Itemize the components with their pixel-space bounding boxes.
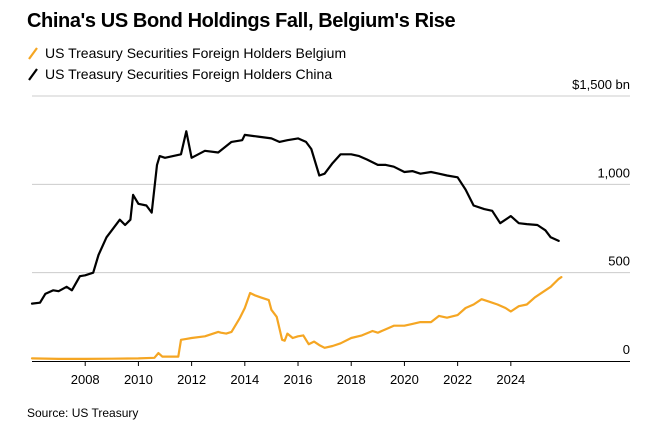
series-line-china	[30, 130, 560, 305]
x-tick-label-0: 2008	[71, 372, 100, 387]
y-tick-label-1: 500	[608, 254, 630, 269]
legend-label-belgium: US Treasury Securities Foreign Holders B…	[45, 44, 347, 61]
line-chart: 0 500 1,000 $1,500 bn 2008 2010 2012 2014 2016 20…	[30, 77, 630, 387]
y-tick-label-2: 1,000	[597, 165, 630, 180]
source-note: Source: US Treasury	[27, 406, 139, 420]
chart-title: China's US Bond Holdings Fall, Belgium's…	[27, 10, 456, 32]
y-tick-label-0: 0	[623, 342, 630, 357]
legend: US Treasury Securities Foreign Holders B…	[27, 42, 346, 84]
legend-swatch-belgium	[28, 46, 38, 60]
x-tick-label-7: 2022	[443, 372, 472, 387]
legend-item-china: US Treasury Securities Foreign Holders C…	[27, 63, 346, 84]
x-tick-label-5: 2018	[337, 372, 366, 387]
legend-item-belgium: US Treasury Securities Foreign Holders B…	[27, 42, 346, 63]
x-tick-label-1: 2010	[124, 372, 153, 387]
legend-label-china: US Treasury Securities Foreign Holders C…	[45, 65, 333, 82]
x-tick-label-2: 2012	[177, 372, 206, 387]
legend-swatch-china	[28, 67, 38, 81]
x-tick-label-8: 2024	[496, 372, 525, 387]
x-tick-label-4: 2016	[284, 372, 313, 387]
x-tick-label-6: 2020	[390, 372, 419, 387]
y-tick-label-3: $1,500 bn	[572, 77, 630, 92]
x-tick-label-3: 2014	[230, 372, 259, 387]
series-line-belgium	[30, 276, 563, 360]
